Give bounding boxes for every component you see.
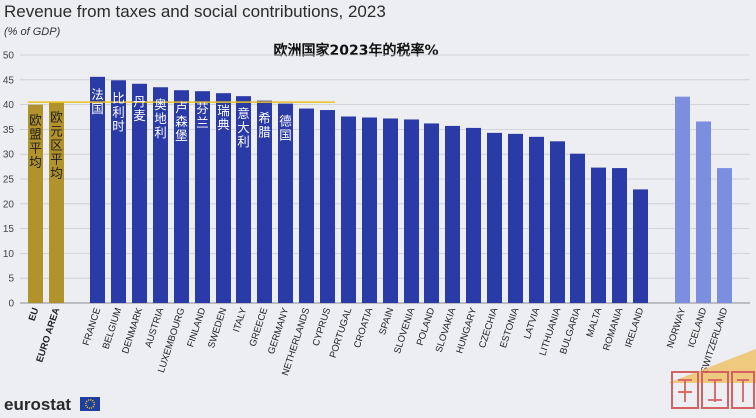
bar-bulgaria <box>570 153 585 303</box>
y-tick-label: 35 <box>3 125 15 136</box>
x-tick-label: POLAND <box>415 306 438 347</box>
x-tick-label: AUSTRIA <box>143 306 166 349</box>
bar-iceland <box>696 121 711 304</box>
eu-flag-icon <box>80 397 100 411</box>
x-tick-label: DENMARK <box>120 306 145 355</box>
bar-romania <box>612 168 627 303</box>
chinese-title: 欧洲国家2023年的税率% <box>274 42 439 59</box>
chinese-label-austria: 奥地利 <box>154 97 167 140</box>
chinese-label-italy: 意大利 <box>237 106 250 149</box>
chinese-label-finland: 芬兰 <box>196 101 209 130</box>
x-tick-label: FINLAND <box>185 306 208 348</box>
bar-germany <box>278 103 293 303</box>
chart-subtitle: (% of GDP) <box>4 26 61 38</box>
chinese-label-euro-area: 欧元区平均 <box>50 110 63 181</box>
y-tick-label: 50 <box>3 51 15 62</box>
y-tick-label: 15 <box>3 224 15 235</box>
x-tick-label: ICELAND <box>686 306 709 349</box>
watermark-stamp-icon <box>668 349 756 409</box>
bar-belgium <box>111 80 126 304</box>
bar-euro-area <box>49 101 64 304</box>
bar-eu <box>28 104 43 303</box>
bar-netherlands <box>299 108 314 304</box>
bar-portugal <box>341 116 356 303</box>
bar-croatia <box>362 117 377 303</box>
bar-france <box>90 76 105 303</box>
y-tick-label: 40 <box>3 100 15 111</box>
x-tick-label: HUNGARY <box>454 306 479 355</box>
bar-estonia <box>508 133 523 303</box>
chinese-label-eu: 欧盟平均 <box>29 113 42 170</box>
x-tick-label: CZECHIA <box>477 306 501 350</box>
bar-slovenia <box>404 119 419 303</box>
x-tick-label: GREECE <box>247 307 270 349</box>
bar-spain <box>383 118 398 303</box>
bar-switzerland <box>717 168 732 303</box>
x-tick-label: FRANCE <box>81 307 104 348</box>
x-tick-label: MALTA <box>585 306 605 339</box>
x-tick-label: ROMANIA <box>601 306 625 352</box>
bar-sweden <box>216 93 231 303</box>
eurostat-logo: eurostat <box>4 395 100 414</box>
chinese-label-france: 法国 <box>91 87 104 116</box>
x-tick-label: CYPRUS <box>311 307 334 348</box>
bar-poland <box>424 123 439 303</box>
bar-luxembourg <box>174 90 189 303</box>
x-tick-label: IRELAND <box>623 306 646 349</box>
x-tick-label: SLOVENIA <box>392 306 417 355</box>
bar-czechia <box>487 132 502 303</box>
bar-denmark <box>132 83 147 303</box>
x-tick-label: BELGIUM <box>101 306 125 350</box>
bar-slovakia <box>445 125 460 303</box>
bar-greece <box>257 100 272 303</box>
chinese-label-belgium: 比利时 <box>112 90 125 133</box>
x-tick-label: SPAIN <box>377 306 396 336</box>
bar-cyprus <box>320 110 335 303</box>
chinese-label-greece: 希腊 <box>258 111 271 140</box>
x-tick-label: CROATIA <box>352 306 375 350</box>
x-tick-label: ESTONIA <box>498 306 522 350</box>
bar-italy <box>236 96 251 303</box>
bar-malta <box>591 167 606 303</box>
bar-latvia <box>529 136 544 303</box>
x-tick-label: SWEDEN <box>206 306 229 349</box>
bar-finland <box>195 91 210 303</box>
y-tick-label: 30 <box>3 150 15 161</box>
x-tick-label: EU <box>27 306 42 322</box>
chart-title: Revenue from taxes and social contributi… <box>4 2 386 21</box>
x-tick-label: ITALY <box>231 306 249 334</box>
chinese-label-sweden: 瑞典 <box>217 103 230 132</box>
bar-austria <box>153 87 168 304</box>
bar-series <box>28 76 732 304</box>
chinese-label-germany: 德国 <box>279 114 292 143</box>
y-tick-label: 0 <box>8 299 14 310</box>
bar-ireland <box>633 189 648 303</box>
x-tick-label: NORWAY <box>665 306 688 350</box>
bar-hungary <box>466 127 481 303</box>
y-tick-label: 20 <box>3 199 15 210</box>
bar-lithuania <box>550 141 565 303</box>
y-tick-label: 5 <box>8 274 14 285</box>
chinese-label-denmark: 丹麦 <box>133 94 146 123</box>
y-tick-label: 25 <box>3 175 15 186</box>
y-tick-label: 10 <box>3 249 15 260</box>
x-tick-label: LATVIA <box>522 306 543 340</box>
chinese-label-luxembourg: 卢森堡 <box>175 100 188 143</box>
bar-norway <box>675 96 690 303</box>
y-axis: 0 5 10 15 20 25 30 35 40 45 50 <box>3 51 15 310</box>
brand-name: eurostat <box>4 395 71 414</box>
y-tick-label: 45 <box>3 75 15 86</box>
